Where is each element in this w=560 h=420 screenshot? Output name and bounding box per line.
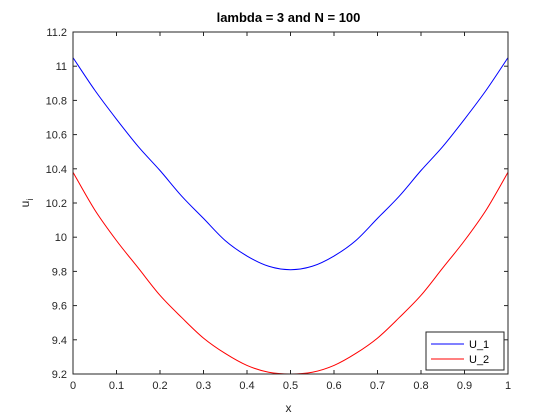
y-tick-label: 9.6 bbox=[52, 301, 67, 313]
x-tick-label: 0.3 bbox=[196, 380, 211, 392]
legend-label-1: U_1 bbox=[469, 339, 489, 351]
chart-title: lambda = 3 and N = 100 bbox=[217, 10, 361, 25]
y-tick-label: 10.8 bbox=[46, 95, 67, 107]
legend-label-2: U_2 bbox=[469, 354, 489, 366]
series-line-1 bbox=[72, 57, 509, 271]
y-tick-label: 11 bbox=[56, 61, 67, 73]
x-tick-label: 0.1 bbox=[109, 380, 124, 392]
tick-labels: 0 0.1 0.2 0.3 0.4 0.5 0.6 0.7 0.8 0.9 1 9.2 9.4 9.6 9.… bbox=[46, 27, 511, 392]
x-tick-label: 0.2 bbox=[152, 380, 167, 392]
plot-area bbox=[73, 32, 508, 374]
plot-background bbox=[73, 32, 508, 374]
y-tick-label: 11.2 bbox=[46, 27, 67, 39]
y-axis-label: ui bbox=[18, 199, 35, 208]
y-axis-label-subscript: i bbox=[25, 199, 35, 201]
x-tick-label: 0.7 bbox=[370, 380, 385, 392]
y-tick-label: 9.4 bbox=[52, 335, 67, 347]
legend-box bbox=[425, 331, 505, 371]
x-tick-label: 0 bbox=[70, 380, 76, 392]
y-tick-label: 9.8 bbox=[52, 266, 67, 278]
tick-marks bbox=[72, 31, 509, 375]
x-tick-label: 0.6 bbox=[326, 380, 341, 392]
y-tick-label: 9.2 bbox=[52, 369, 67, 381]
x-tick-label: 0.8 bbox=[413, 380, 428, 392]
y-axis-label-main: u bbox=[18, 201, 32, 208]
legend: U_1U_2 bbox=[425, 331, 505, 371]
x-tick-label: 0.9 bbox=[457, 380, 472, 392]
y-tick-label: 10.6 bbox=[46, 130, 67, 142]
x-axis-label: x bbox=[286, 401, 292, 415]
y-tick-label: 10.2 bbox=[46, 198, 67, 210]
x-tick-label: 1 bbox=[505, 380, 511, 392]
x-tick-label: 0.4 bbox=[239, 380, 254, 392]
y-tick-label: 10.4 bbox=[46, 164, 67, 176]
x-tick-label: 0.5 bbox=[283, 380, 298, 392]
y-tick-label: 10 bbox=[55, 232, 67, 244]
